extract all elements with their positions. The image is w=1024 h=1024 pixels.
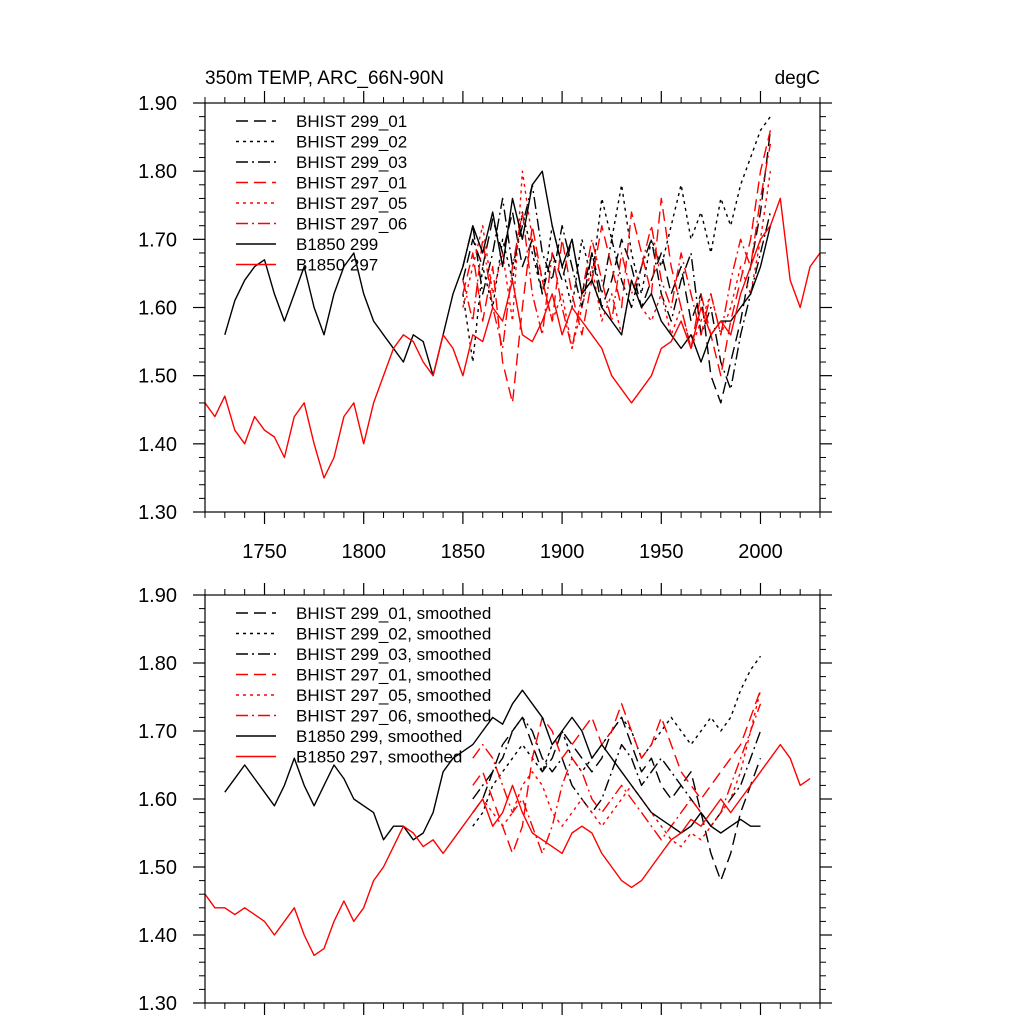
chart-panel-1: 1.30 1.40 1.50 1.60 1.70 1.80 1.90 1750 1800 1850… bbox=[138, 68, 832, 563]
series-group bbox=[205, 655, 811, 957]
legend-label: BHIST 297_06, smoothed bbox=[296, 707, 491, 726]
series-line-bhist-299-03-smoothed bbox=[472, 716, 762, 827]
y-tick-label: 1.70 bbox=[138, 721, 177, 743]
legend-label: B1850 297, smoothed bbox=[296, 748, 462, 767]
legend-label: BHIST 299_01, smoothed bbox=[296, 604, 491, 623]
legend-label: BHIST 297_01 bbox=[296, 174, 407, 193]
series-line-bhist-299-03 bbox=[462, 184, 772, 390]
legend-label: B1850 299, smoothed bbox=[296, 727, 462, 746]
legend-label: BHIST 299_02, smoothed bbox=[296, 625, 491, 644]
y-tick-label: 1.80 bbox=[138, 653, 177, 675]
series-line-bhist-297-05-smoothed bbox=[472, 690, 762, 848]
x-tick-label: 1850 bbox=[441, 541, 486, 563]
y-tick-label: 1.50 bbox=[138, 857, 177, 879]
y-tick-label: 1.40 bbox=[138, 434, 177, 456]
y-tick-label: 1.90 bbox=[138, 93, 177, 115]
series-line-bhist-297-06-smoothed bbox=[472, 703, 762, 855]
legend-label: BHIST 299_01 bbox=[296, 112, 407, 131]
series-line-bhist-299-02-smoothed bbox=[472, 655, 762, 827]
legend-label: BHIST 297_05 bbox=[296, 194, 407, 213]
legend-label: B1850 299 bbox=[296, 235, 378, 254]
chart-units: degC bbox=[775, 68, 820, 89]
x-tick-label: 1750 bbox=[242, 541, 287, 563]
y-tick-label: 1.30 bbox=[138, 502, 177, 524]
legend-label: B1850 297 bbox=[296, 256, 378, 275]
legend-label: BHIST 299_03, smoothed bbox=[296, 645, 491, 664]
y-tick-label: 1.90 bbox=[138, 585, 177, 607]
series-line-b1850-297-smoothed bbox=[205, 743, 811, 957]
legend-label: BHIST 297_05, smoothed bbox=[296, 686, 491, 705]
x-tick-label: 2000 bbox=[738, 541, 783, 563]
y-tick-label: 1.80 bbox=[138, 161, 177, 183]
series-group bbox=[205, 116, 820, 479]
legend: BHIST 299_01, smoothed BHIST 299_02, smoo… bbox=[236, 604, 491, 767]
series-line-bhist-297-06 bbox=[462, 143, 772, 350]
series-line-b1850-299 bbox=[224, 170, 772, 377]
series-line-bhist-297-01-smoothed bbox=[472, 689, 762, 855]
legend-label: BHIST 299_02 bbox=[296, 133, 407, 152]
series-line-bhist-299-02 bbox=[462, 116, 771, 363]
legend-label: BHIST 297_01, smoothed bbox=[296, 666, 491, 685]
y-tick-label: 1.40 bbox=[138, 925, 177, 947]
series-line-b1850-297 bbox=[205, 197, 820, 479]
series-line-b1850-299-smoothed bbox=[224, 689, 761, 841]
y-tick-label: 1.70 bbox=[138, 229, 177, 251]
series-line-bhist-299-01-smoothed bbox=[472, 716, 762, 882]
y-tick-label: 1.30 bbox=[138, 993, 177, 1015]
x-tick-label: 1800 bbox=[341, 541, 386, 563]
legend-label: BHIST 297_06 bbox=[296, 215, 407, 234]
chart-panel-2: 1.30 1.40 1.50 1.60 1.70 1.80 1.90 BHIST 299_01… bbox=[138, 583, 832, 1015]
y-tick-label: 1.60 bbox=[138, 298, 177, 320]
series-line-bhist-297-01 bbox=[462, 130, 772, 404]
chart-title: 350m TEMP, ARC_66N-90N bbox=[205, 68, 444, 89]
x-tick-label: 1900 bbox=[540, 541, 585, 563]
y-tick-label: 1.60 bbox=[138, 789, 177, 811]
legend-label: BHIST 299_03 bbox=[296, 153, 407, 172]
y-tick-label: 1.50 bbox=[138, 366, 177, 388]
x-tick-label: 1950 bbox=[639, 541, 684, 563]
series-line-bhist-297-05 bbox=[462, 170, 772, 350]
